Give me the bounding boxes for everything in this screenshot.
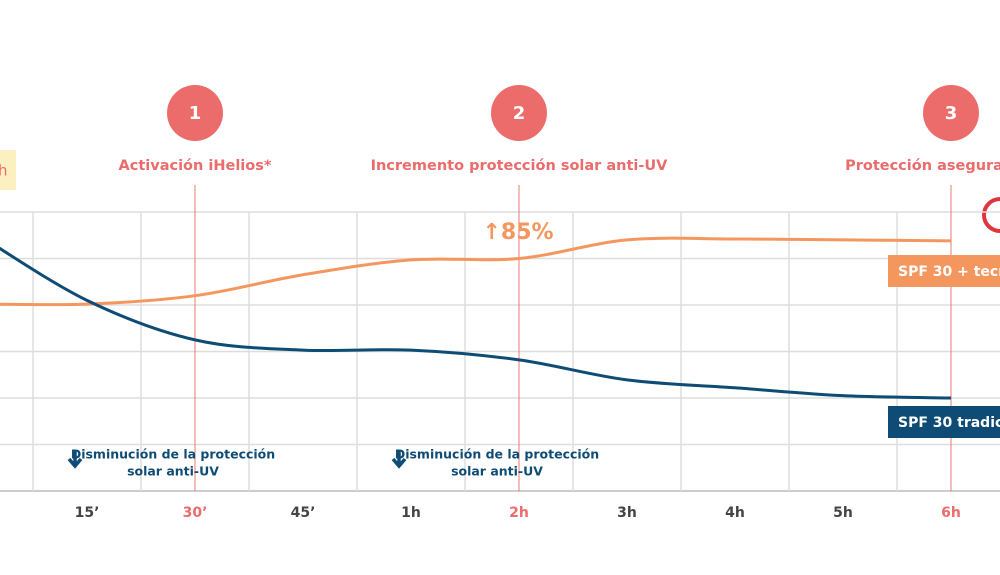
x-tick-label: 3h [617, 505, 637, 521]
step-number: 1 [189, 103, 202, 124]
legend-label: SPF 30 + tecn [898, 264, 1000, 280]
x-tick-label: 30’ [183, 505, 208, 521]
series-line [0, 246, 952, 400]
corner-box [0, 150, 16, 190]
note-text: solar anti-UV [127, 464, 219, 479]
series-line [0, 236, 952, 307]
step-title: Activación iHelios* [119, 158, 272, 174]
step-number: 3 [945, 103, 958, 124]
badge [982, 197, 1000, 233]
step-circle [491, 85, 547, 141]
legend-box [888, 255, 1000, 287]
step-circle [923, 85, 979, 141]
x-tick-label: 45’ [291, 505, 316, 521]
x-tick-label: 4h [725, 505, 745, 521]
note-text: solar anti-UV [451, 464, 543, 479]
legend-box [888, 406, 1000, 438]
note-text: Disminución de la protección [71, 447, 275, 462]
step-number: 2 [513, 103, 526, 124]
x-tick-label: 5h [833, 505, 853, 521]
x-tick-label: 6h [941, 505, 961, 521]
down-arrow [391, 450, 407, 469]
x-tick-label: 2h [509, 505, 529, 521]
x-tick-label: 1h [401, 505, 421, 521]
note-text: Disminución de la protección [395, 447, 599, 462]
corner-label: h [0, 162, 8, 180]
legend-label: SPF 30 tradic [898, 415, 1000, 431]
down-arrow [67, 450, 83, 469]
step-circle [167, 85, 223, 141]
annotation: ↑85% [482, 220, 553, 245]
step-title: Protección asegurada has [845, 158, 1000, 174]
x-tick-label: 15’ [75, 505, 100, 521]
step-title: Incremento protección solar anti-UV [371, 158, 669, 174]
